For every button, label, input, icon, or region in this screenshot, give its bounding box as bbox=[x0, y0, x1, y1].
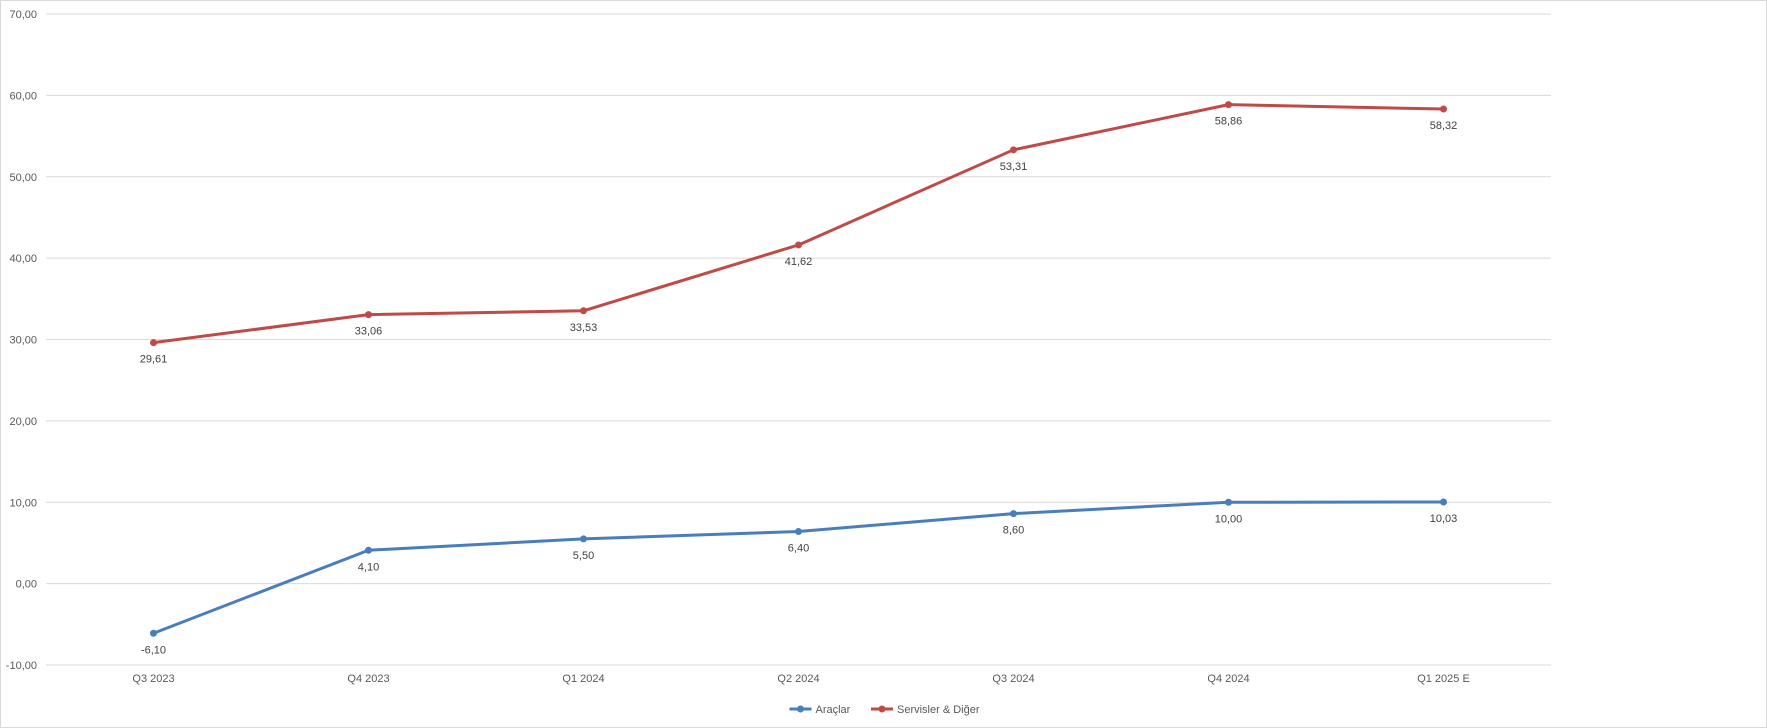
x-tick-label: Q4 2023 bbox=[347, 673, 389, 685]
data-label: 41,62 bbox=[785, 256, 813, 268]
y-tick-label: 70,00 bbox=[9, 9, 37, 21]
data-point bbox=[1440, 498, 1447, 506]
data-label: 53,31 bbox=[1000, 161, 1028, 173]
data-label: 33,53 bbox=[570, 322, 598, 334]
data-labels: -6,10 4,10 5,50 6,40 8,60 10,00 10,03 29,61 33,0… bbox=[140, 116, 1458, 657]
y-tick-label: 40,00 bbox=[9, 253, 37, 265]
data-label: 8,60 bbox=[1003, 525, 1024, 537]
data-label: 6,40 bbox=[788, 543, 809, 555]
data-point bbox=[150, 629, 157, 637]
y-tick-label: 50,00 bbox=[9, 172, 37, 184]
legend-swatch-marker bbox=[797, 705, 804, 713]
data-point bbox=[150, 339, 157, 347]
data-label: 4,10 bbox=[358, 561, 379, 573]
data-point bbox=[795, 241, 802, 249]
data-label: -6,10 bbox=[141, 644, 166, 656]
data-point bbox=[580, 307, 587, 315]
legend-item-0: Araçlar bbox=[789, 704, 851, 716]
x-tick-label: Q4 2024 bbox=[1207, 673, 1249, 685]
legend-swatch-marker bbox=[878, 705, 886, 713]
data-label: 58,86 bbox=[1215, 116, 1243, 128]
data-point bbox=[1440, 105, 1447, 113]
data-point bbox=[1010, 510, 1017, 518]
data-point bbox=[365, 311, 372, 319]
x-tick-label: Q3 2023 bbox=[132, 673, 174, 685]
data-label: 5,50 bbox=[573, 550, 594, 562]
y-tick-label: -10,00 bbox=[6, 660, 37, 672]
y-tick-label: 0,00 bbox=[16, 579, 37, 591]
data-point bbox=[1225, 498, 1232, 506]
x-tick-label: Q2 2024 bbox=[777, 673, 819, 685]
data-label: 10,03 bbox=[1430, 513, 1458, 525]
legend-label: Servisler & Diğer bbox=[897, 704, 980, 716]
series-lines bbox=[150, 101, 1447, 637]
data-point bbox=[365, 546, 372, 554]
legend: Araçlar Servisler & Diğer bbox=[789, 704, 980, 716]
data-point bbox=[1010, 146, 1017, 154]
y-tick-label: 30,00 bbox=[9, 335, 37, 347]
y-tick-label: 10,00 bbox=[9, 497, 37, 509]
legend-item-1: Servisler & Diğer bbox=[871, 704, 980, 716]
y-tick-label: 60,00 bbox=[9, 90, 37, 102]
x-tick-label: Q1 2024 bbox=[562, 673, 604, 685]
data-label: 33,06 bbox=[355, 326, 383, 338]
legend-label: Araçlar bbox=[816, 704, 851, 716]
data-label: 10,00 bbox=[1215, 513, 1243, 525]
data-point bbox=[1225, 101, 1232, 109]
data-label: 29,61 bbox=[140, 354, 168, 366]
gridlines bbox=[46, 13, 1551, 666]
x-axis-ticks: Q3 2023 Q4 2023 Q1 2024 Q2 2024 Q3 2024 Q4 20… bbox=[132, 673, 1469, 685]
data-point bbox=[580, 535, 587, 543]
data-label: 58,32 bbox=[1430, 120, 1458, 132]
data-point bbox=[795, 528, 802, 536]
y-tick-label: 20,00 bbox=[9, 416, 37, 428]
x-tick-label: Q1 2025 E bbox=[1417, 673, 1470, 685]
series-line-1 bbox=[152, 103, 1445, 345]
y-axis-ticks: -10,00 0,00 10,00 20,00 30,00 40,00 50,00 60,00… bbox=[6, 9, 37, 672]
x-tick-label: Q3 2024 bbox=[992, 673, 1034, 685]
series-line-0 bbox=[152, 500, 1445, 635]
